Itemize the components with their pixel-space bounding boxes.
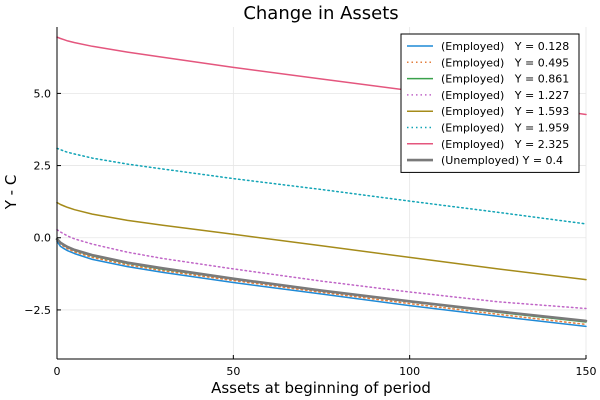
x-tick-label: 0 <box>54 365 61 378</box>
series-line-7 <box>55 237 588 323</box>
legend-label: (Employed) Y = 0.128 <box>441 40 569 53</box>
x-tick-label: 50 <box>226 365 240 378</box>
legend-label: (Employed) Y = 0.495 <box>441 56 569 69</box>
legend-label: (Employed) Y = 1.593 <box>441 105 569 118</box>
legend-label: (Employed) Y = 2.325 <box>441 138 569 151</box>
x-axis-label: Assets at beginning of period <box>211 379 431 397</box>
legend-label: (Unemployed) Y = 0.4 <box>441 154 563 167</box>
legend-label: (Employed) Y = 1.959 <box>441 122 569 135</box>
series-line-2 <box>56 237 587 323</box>
y-tick-label: 5.0 <box>34 87 52 100</box>
x-tick-label: 150 <box>576 365 597 378</box>
series-line-5 <box>56 147 587 225</box>
legend-label: (Employed) Y = 0.861 <box>441 73 569 86</box>
series-line-0 <box>56 240 587 328</box>
legend-box <box>400 33 580 173</box>
series-line-3 <box>56 228 587 310</box>
legend-label: (Employed) Y = 1.227 <box>441 89 569 102</box>
x-tick-label: 100 <box>399 365 420 378</box>
y-tick-label: 0.0 <box>34 232 52 245</box>
tick-labels: 0 50 100 150 −2.5 0.0 2.5 5.0 <box>24 87 596 378</box>
chart-title: Change in Assets <box>243 3 398 24</box>
y-axis-label: Y - C <box>2 175 20 211</box>
y-tick-label: 2.5 <box>34 160 52 173</box>
series-lines <box>55 36 588 328</box>
legend: (Employed) Y = 0.128 (Employed) Y = 0.495… <box>400 33 580 173</box>
axes <box>56 27 587 360</box>
series-line-4 <box>56 201 587 281</box>
series-line-1 <box>56 238 587 326</box>
y-tick-label: −2.5 <box>24 304 51 317</box>
